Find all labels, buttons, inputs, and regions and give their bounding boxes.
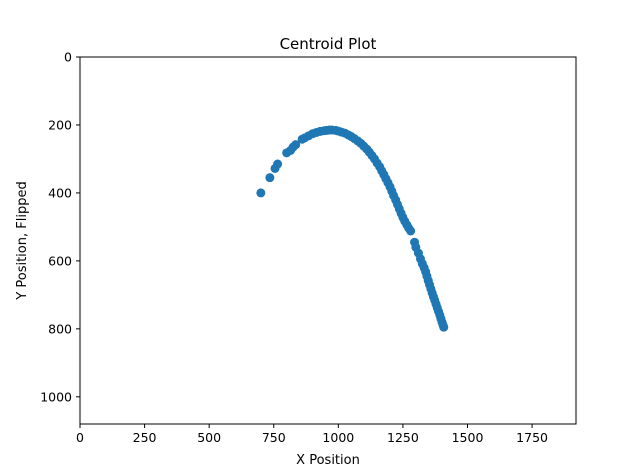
data-point (265, 173, 275, 183)
x-tick-label: 750 (262, 430, 286, 445)
x-tick-label: 0 (76, 430, 84, 445)
y-tick-label: 200 (48, 117, 72, 132)
x-tick-label: 1500 (452, 430, 484, 445)
data-point (256, 188, 266, 198)
data-point (273, 159, 283, 169)
x-tick-label: 1000 (322, 430, 354, 445)
ticks-layer: 0 250 500 750 1000 1250 1500 1750 0 200 400 600 800 1… (40, 50, 548, 446)
y-tick-label: 600 (48, 253, 72, 268)
plot-area-frame (79, 56, 577, 425)
y-tick-label: 400 (48, 185, 72, 200)
points-layer (256, 125, 449, 332)
data-point (439, 322, 449, 332)
x-axis-label: X Position (296, 453, 360, 468)
chart-title: Centroid Plot (280, 35, 377, 53)
y-axis-label: Y Position, Flipped (15, 181, 30, 300)
x-tick-label: 1750 (516, 430, 548, 445)
y-tick-label: 800 (48, 321, 72, 336)
y-tick-label: 0 (64, 50, 72, 65)
data-point (406, 226, 416, 236)
data-point (291, 140, 301, 150)
y-tick-label: 1000 (40, 389, 72, 404)
x-tick-label: 500 (197, 430, 221, 445)
x-tick-label: 1250 (387, 430, 419, 445)
x-tick-label: 250 (133, 430, 157, 445)
